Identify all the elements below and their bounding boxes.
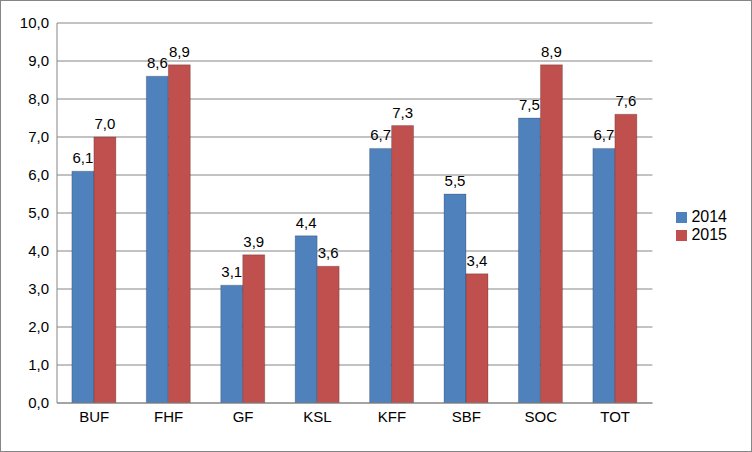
- svg-text:SOC: SOC: [525, 408, 558, 425]
- svg-text:8,9: 8,9: [541, 43, 562, 60]
- svg-text:9,0: 9,0: [28, 52, 49, 69]
- svg-text:6,7: 6,7: [370, 126, 391, 143]
- svg-text:7,0: 7,0: [94, 115, 115, 132]
- svg-text:KFF: KFF: [378, 408, 406, 425]
- svg-text:TOT: TOT: [600, 408, 630, 425]
- svg-text:4,4: 4,4: [296, 214, 317, 231]
- svg-text:8,0: 8,0: [28, 90, 49, 107]
- svg-text:5,0: 5,0: [28, 204, 49, 221]
- svg-text:0,0: 0,0: [28, 394, 49, 411]
- svg-text:5,5: 5,5: [445, 172, 466, 189]
- svg-text:7,5: 7,5: [519, 96, 540, 113]
- svg-text:8,6: 8,6: [147, 54, 168, 71]
- svg-text:7,0: 7,0: [28, 128, 49, 145]
- svg-text:7,3: 7,3: [392, 104, 413, 121]
- svg-text:KSL: KSL: [303, 408, 331, 425]
- svg-text:GF: GF: [233, 408, 254, 425]
- svg-text:10,0: 10,0: [20, 14, 49, 31]
- svg-text:3,1: 3,1: [221, 263, 242, 280]
- svg-text:4,0: 4,0: [28, 242, 49, 259]
- svg-text:FHF: FHF: [154, 408, 183, 425]
- svg-text:6,0: 6,0: [28, 166, 49, 183]
- html-text:2015: 2015: [691, 226, 727, 243]
- svg-text:3,4: 3,4: [467, 252, 488, 269]
- html-text:2014: 2014: [691, 208, 727, 225]
- svg-text:6,1: 6,1: [72, 149, 93, 166]
- svg-text:2,0: 2,0: [28, 318, 49, 335]
- svg-text:3,0: 3,0: [28, 280, 49, 297]
- svg-text:8,9: 8,9: [169, 43, 190, 60]
- svg-text:6,7: 6,7: [593, 126, 614, 143]
- svg-text:3,6: 3,6: [318, 244, 339, 261]
- svg-text:BUF: BUF: [79, 408, 109, 425]
- svg-text:3,9: 3,9: [243, 233, 264, 250]
- svg-text:1,0: 1,0: [28, 356, 49, 373]
- svg-text:7,6: 7,6: [615, 92, 636, 109]
- svg-text:SBF: SBF: [452, 408, 481, 425]
